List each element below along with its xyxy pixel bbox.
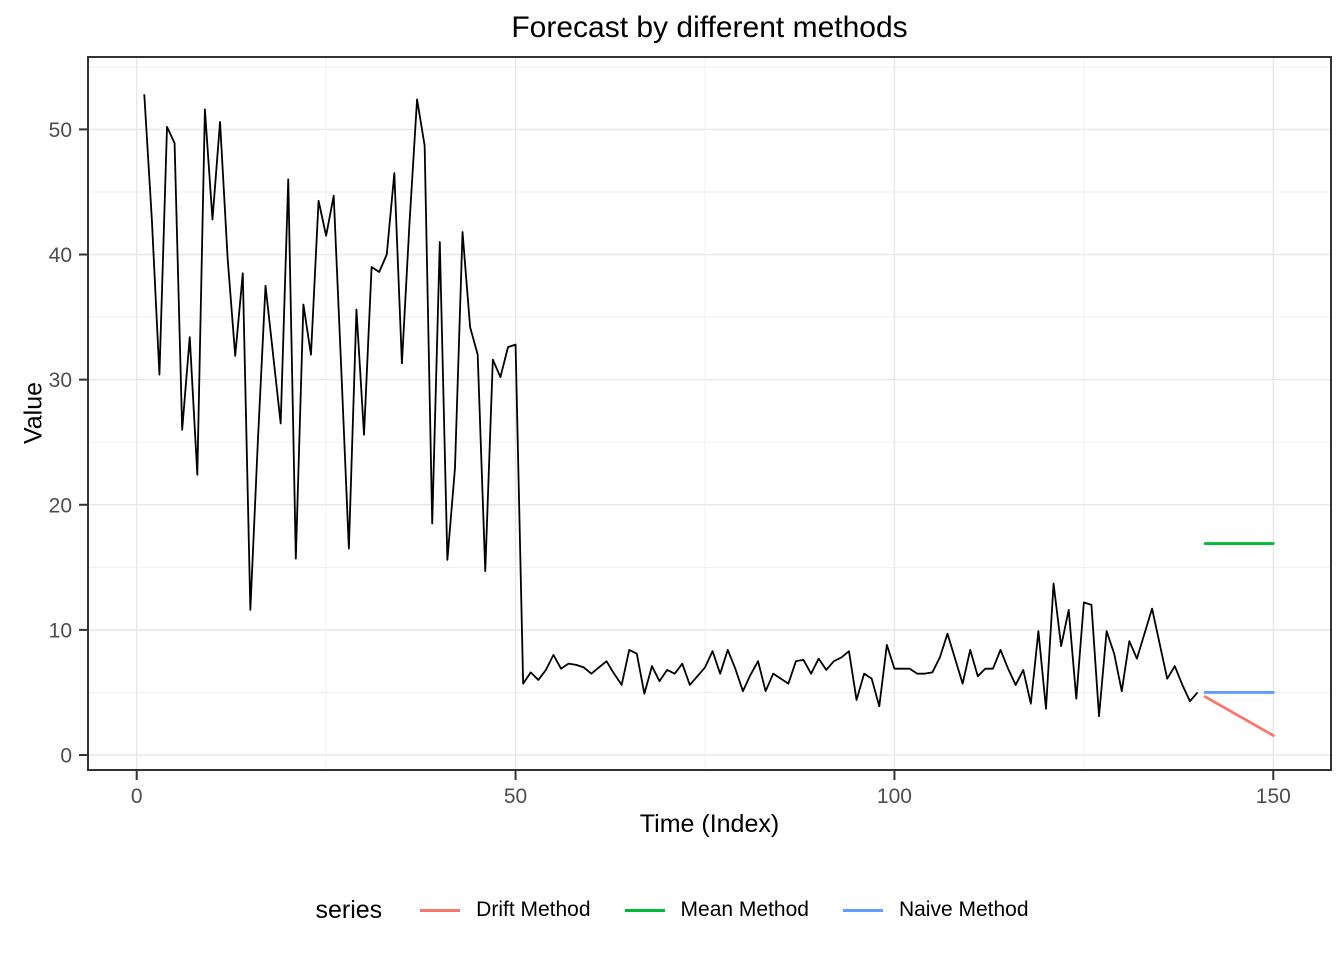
legend-label-naive: Naive Method bbox=[898, 898, 1029, 921]
legend-item-mean: Mean Method bbox=[624, 898, 809, 922]
y-tick-label: 20 bbox=[49, 494, 72, 517]
chart-title: Forecast by different methods bbox=[511, 11, 908, 44]
y-tick-label: 50 bbox=[49, 119, 72, 142]
legend-key-naive-line bbox=[842, 908, 883, 912]
legend-label-drift: Drift Method bbox=[476, 898, 591, 921]
legend-item-naive: Naive Method bbox=[842, 898, 1029, 922]
legend-item-drift: Drift Method bbox=[420, 898, 591, 922]
x-tick-label: 50 bbox=[504, 785, 527, 808]
drift-method-line bbox=[1203, 695, 1275, 737]
x-tick-label: 100 bbox=[877, 785, 912, 808]
x-tick-label: 0 bbox=[131, 785, 143, 808]
panel-border bbox=[87, 56, 1332, 771]
x-axis-title: Time (Index) bbox=[639, 810, 780, 838]
x-tick-label: 150 bbox=[1256, 785, 1291, 808]
observed-line bbox=[143, 94, 1199, 718]
y-axis-title: Value bbox=[19, 381, 48, 445]
legend-label-mean: Mean Method bbox=[680, 898, 809, 921]
legend-title: series bbox=[315, 895, 383, 924]
y-tick-label: 30 bbox=[49, 369, 72, 392]
panel-background bbox=[88, 57, 1331, 770]
legend: series Drift Method Mean Method Naive Me… bbox=[0, 888, 1344, 932]
y-tick-label: 40 bbox=[49, 244, 72, 267]
y-tick-label: 0 bbox=[60, 745, 72, 768]
legend-key-drift-line bbox=[420, 908, 461, 912]
y-tick-label: 10 bbox=[49, 619, 72, 642]
legend-key-mean-line bbox=[624, 908, 665, 912]
